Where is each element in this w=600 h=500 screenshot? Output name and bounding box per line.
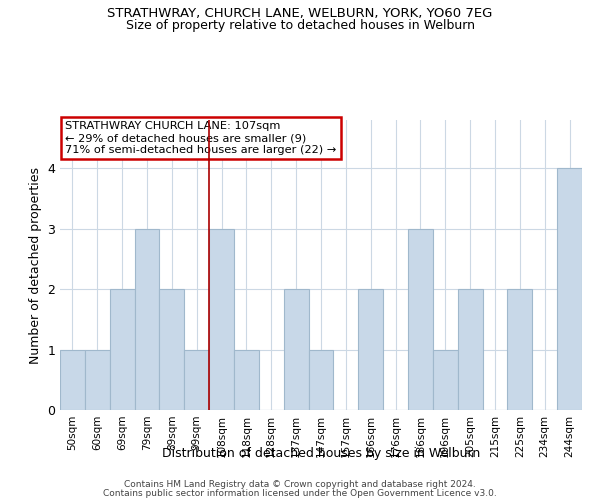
Bar	[557, 168, 582, 410]
Bar	[358, 289, 383, 410]
Bar	[508, 289, 532, 410]
Text: STRATHWRAY, CHURCH LANE, WELBURN, YORK, YO60 7EG: STRATHWRAY, CHURCH LANE, WELBURN, YORK, …	[107, 8, 493, 20]
Text: Contains public sector information licensed under the Open Government Licence v3: Contains public sector information licen…	[103, 489, 497, 498]
Bar	[134, 229, 160, 410]
Bar	[209, 229, 234, 410]
Text: Distribution of detached houses by size in Welburn: Distribution of detached houses by size …	[162, 448, 480, 460]
Bar	[308, 350, 334, 410]
Bar	[284, 289, 308, 410]
Bar	[408, 229, 433, 410]
Text: Contains HM Land Registry data © Crown copyright and database right 2024.: Contains HM Land Registry data © Crown c…	[124, 480, 476, 489]
Text: STRATHWRAY CHURCH LANE: 107sqm
← 29% of detached houses are smaller (9)
71% of s: STRATHWRAY CHURCH LANE: 107sqm ← 29% of …	[65, 122, 337, 154]
Bar	[234, 350, 259, 410]
Bar	[433, 350, 458, 410]
Bar	[85, 350, 110, 410]
Bar	[184, 350, 209, 410]
Bar	[458, 289, 482, 410]
Bar	[60, 350, 85, 410]
Bar	[110, 289, 134, 410]
Text: Size of property relative to detached houses in Welburn: Size of property relative to detached ho…	[125, 18, 475, 32]
Y-axis label: Number of detached properties: Number of detached properties	[29, 166, 41, 364]
Bar	[160, 289, 184, 410]
